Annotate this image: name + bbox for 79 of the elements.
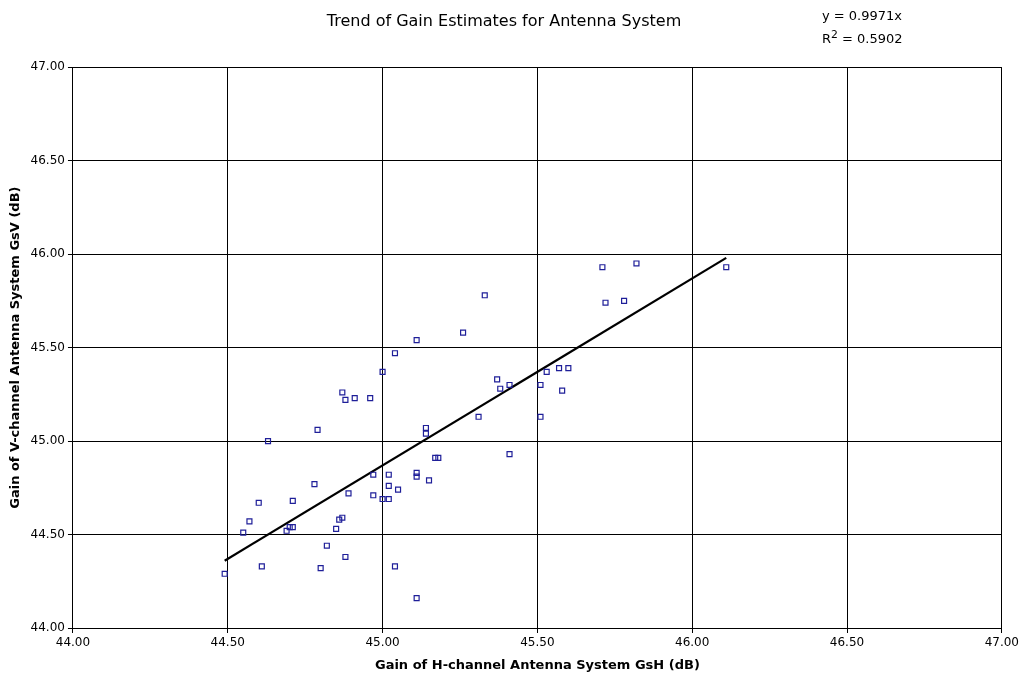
point [379,495,386,503]
point [311,480,318,488]
point [385,495,392,503]
point [633,260,640,267]
point [494,376,501,383]
point [351,395,358,402]
point [342,396,349,404]
point [333,525,340,532]
y-tick-label: 46.00 [30,246,65,261]
x-tick-label: 45.50 [520,635,555,650]
y-tick-label: 46.50 [30,152,65,167]
x-tick-label: 44.50 [210,635,245,650]
point [543,368,550,375]
point [323,542,330,549]
point [435,454,442,461]
point [342,553,349,561]
point [317,565,324,572]
point [565,365,572,372]
point [413,337,420,344]
point [255,499,262,506]
point [537,381,544,389]
point [289,497,296,504]
y-tick-label: 44.50 [30,526,65,541]
point [475,413,482,420]
x-axis-title: Gain of H-channel Antenna System GsH (dB) [374,656,700,672]
point [286,523,293,531]
point [240,529,247,536]
point [481,292,488,299]
point [621,297,628,304]
point [379,368,386,375]
x-tick-label: 46.00 [675,635,710,650]
point [413,469,420,476]
y-axis-title: Gain of V-channel Antenna System GsV (dB) [7,186,23,509]
point [425,477,433,484]
x-tick-label: 44.00 [55,635,91,650]
point [221,570,228,577]
point [339,389,346,396]
point [385,471,392,478]
point [314,426,321,433]
point [391,350,399,357]
point [506,451,513,458]
y-tick-label: 44.00 [30,620,65,635]
point [264,437,272,445]
chart-title: Trend of Gain Estimates for Antenna System [325,10,682,30]
point [506,381,513,389]
point [460,329,467,336]
text: y = 0.9971x [822,7,903,25]
x-tick-label: 45.00 [365,635,400,650]
point [394,486,402,493]
text: R$^{2}$ = 0.5902 [822,27,903,49]
y-tick-label: 45.00 [30,433,65,448]
point [422,430,429,437]
y-tick-label: 47.00 [30,59,65,74]
point [336,516,343,523]
point [599,264,606,271]
point [422,424,429,432]
point [367,395,374,402]
point [246,518,253,525]
point [413,473,420,480]
point [370,471,377,478]
point [345,490,352,497]
point [289,523,296,531]
point [385,482,392,490]
point [370,492,377,499]
point [283,527,290,534]
point [432,454,439,461]
point [602,299,609,306]
point [391,563,399,570]
y-tick-label: 45.50 [30,339,65,354]
point [559,387,566,394]
point [339,514,346,521]
point [258,563,265,570]
point [555,365,563,372]
point [413,595,420,602]
x-tick-label: 46.50 [829,635,865,650]
x-tick-label: 47.00 [984,635,1019,650]
point [723,264,730,271]
point [497,385,504,392]
point [537,413,544,420]
